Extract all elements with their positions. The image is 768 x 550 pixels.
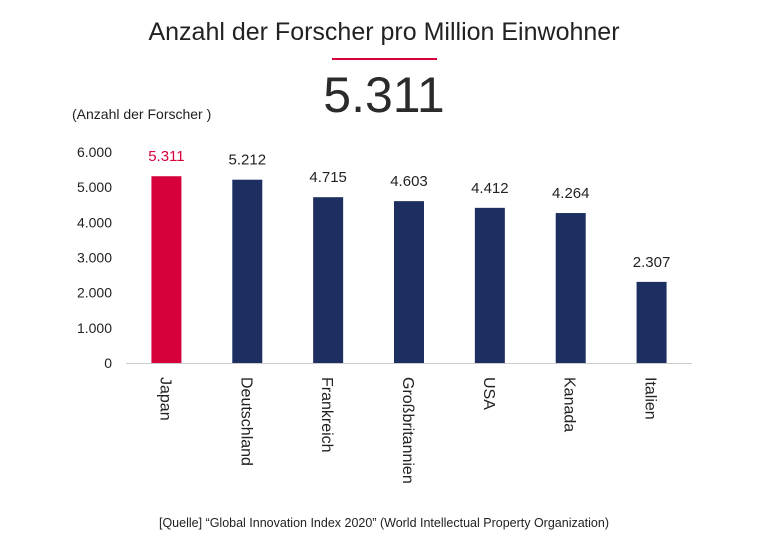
value-label: 4.264 — [552, 185, 590, 202]
y-tick-label: 5.000 — [77, 179, 112, 195]
x-tick-label: Deutschland — [237, 377, 254, 466]
bar-kanada — [555, 213, 586, 363]
bar-usa — [474, 207, 505, 363]
x-tick-label: Italien — [642, 377, 659, 420]
y-tick-label: 2.000 — [77, 285, 112, 301]
headline-value: 5.311 — [323, 67, 445, 123]
bar-japan — [151, 176, 182, 363]
y-axis-label: (Anzahl der Forscher ) — [72, 106, 212, 122]
x-tick-label: Frankreich — [318, 377, 335, 453]
value-label: 4.715 — [309, 169, 347, 186]
value-label: 4.412 — [471, 180, 509, 197]
value-label: 5.212 — [229, 152, 267, 169]
x-tick-label: Großbritannien — [399, 377, 416, 484]
x-tick-label: Japan — [156, 377, 173, 421]
x-tick-label: USA — [480, 377, 497, 410]
y-tick-label: 0 — [104, 355, 112, 371]
y-tick-label: 6.000 — [77, 144, 112, 160]
y-tick-label: 1.000 — [77, 320, 112, 336]
bar-deutschland — [232, 179, 263, 363]
value-label: 5.311 — [148, 148, 184, 165]
bar-frankreich — [313, 197, 344, 363]
y-tick-label: 3.000 — [77, 250, 112, 266]
bar-italien — [636, 281, 667, 363]
x-tick-label: Kanada — [561, 377, 578, 432]
bar-großbritannien — [394, 201, 424, 363]
y-tick-label: 4.000 — [77, 214, 112, 230]
value-label: 4.603 — [390, 173, 428, 190]
value-label: 2.307 — [633, 254, 671, 271]
title-underline — [332, 58, 437, 60]
source-note: [Quelle] “Global Innovation Index 2020” … — [158, 516, 609, 530]
chart-title: Anzahl der Forscher pro Million Einwohne… — [148, 18, 620, 46]
